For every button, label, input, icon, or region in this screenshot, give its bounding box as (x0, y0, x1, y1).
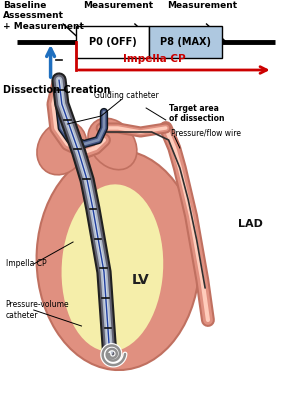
Bar (76, 26, 149, 58)
Bar (149, 26, 222, 58)
Text: Dissection Creation: Dissection Creation (3, 85, 110, 95)
Text: Baseline
Assessment
+ Measurement: Baseline Assessment + Measurement (3, 1, 84, 31)
Ellipse shape (37, 150, 200, 370)
Text: P8 (MAX): P8 (MAX) (160, 37, 211, 47)
Text: Pressure/flow wire: Pressure/flow wire (171, 128, 241, 137)
Text: Guiding catheter: Guiding catheter (94, 91, 159, 100)
Ellipse shape (37, 121, 87, 175)
Text: Measurement: Measurement (83, 1, 153, 10)
Text: Impella CP: Impella CP (6, 260, 46, 268)
Ellipse shape (88, 118, 137, 170)
Text: Impella CP: Impella CP (123, 54, 186, 64)
Text: LAD: LAD (238, 219, 262, 229)
Text: Target area
of dissection: Target area of dissection (169, 104, 224, 123)
Ellipse shape (62, 184, 163, 352)
Text: Measurement: Measurement (167, 1, 237, 10)
Text: LV: LV (132, 273, 149, 287)
Text: P0 (OFF): P0 (OFF) (89, 37, 136, 47)
Text: Pressure-volume
catheter: Pressure-volume catheter (6, 300, 69, 320)
